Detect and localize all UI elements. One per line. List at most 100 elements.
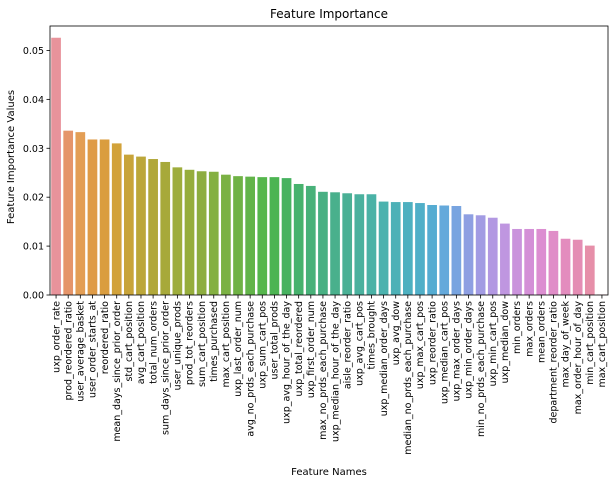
y-tick-label: 0.00 [23, 291, 44, 302]
bar-median-no-prds-each-purchase [403, 202, 413, 295]
x-tick-label: uxp_median_dow [500, 301, 511, 384]
y-tick-label: 0.04 [23, 95, 44, 106]
x-tick-label: user_total_prods [270, 301, 281, 380]
x-tick-label: avg_no_prds_each_purchase [245, 301, 256, 437]
x-tick-label: aisle_reorder_ratio [342, 301, 353, 389]
x-tick-label: total_num_orders [148, 301, 159, 384]
bar-avg-cart-position [136, 156, 146, 295]
x-tick-label: reordered_ratio [100, 301, 111, 374]
plot-frame [49, 25, 609, 296]
bar-uxp-avg-dow [390, 202, 401, 295]
bar-uxp-min-order-days [463, 214, 474, 295]
x-tick-label: avg_cart_position [136, 301, 147, 384]
x-tick-label: mean_days_since_prior_order [112, 301, 123, 442]
x-tick-label: median_no_prds_each_purchase [403, 301, 414, 455]
x-tick-label: uxp_sum_cart_pos [257, 301, 268, 389]
x-tick-label: max_order_hour_of_day [573, 301, 584, 415]
bar-uxp-last-order-num [233, 176, 243, 295]
bar-max-cart-position [221, 174, 231, 295]
x-tick-label: uxp_total_reordered [294, 301, 305, 396]
bar-avg-no-prds-each-purchase [245, 176, 255, 295]
x-tick-label: uxp_max_order_days [452, 301, 463, 401]
bar-sum-cart-position [196, 171, 207, 295]
bar-uxp-median-cart-pos [439, 205, 450, 295]
bar-uxp-first-order-num [305, 185, 316, 295]
bar-prod-tot-reorders [184, 169, 195, 295]
x-tick-label: mean_orders [536, 301, 547, 363]
bar-sum-days-since-prior-order [160, 161, 171, 295]
bar-mean-days-since-prior-order [111, 143, 122, 295]
x-tick-label: uxp_median_hour_of_the_day [330, 301, 341, 442]
bar-mean-orders [536, 228, 547, 295]
x-tick-label: uxp_min_cart_pos [488, 301, 499, 386]
bar-times-purchased [208, 171, 219, 295]
bar-total-num-orders [148, 159, 158, 295]
bar-uxp-median-hour-of-the-day [330, 192, 340, 295]
y-tick-label: 0.01 [23, 242, 44, 253]
bar-aisle-reorder-ratio [342, 193, 353, 295]
x-tick-label: prod_reordered_ratio [63, 301, 74, 401]
x-tick-label: user_order_starts_at [88, 301, 99, 398]
bar-user-total-prods [269, 177, 280, 295]
bar-max-day-of-week [560, 238, 571, 295]
x-tick-label: uxp_max_cart_pos [415, 301, 426, 389]
chart-title: Feature Importance [270, 7, 388, 21]
y-axis-label: Feature Importance Values [6, 90, 17, 224]
bar-min-cart-position [584, 245, 595, 295]
bar-uxp-sum-cart-pos [257, 177, 268, 295]
x-tick-label: uxp_last_order_num [233, 301, 244, 397]
bar-department-reorder-ratio [548, 230, 559, 295]
x-tick-label: user_unique_prods [173, 301, 184, 390]
bar-times-brought [366, 194, 377, 295]
bar-uxp-median-order-days [378, 201, 389, 295]
x-tick-label: max_cart_position [597, 301, 608, 388]
x-tick-label: max_no_prds_each_purchase [318, 301, 329, 440]
bar-min-orders [512, 228, 522, 295]
x-tick-label: uxp_avg_hour_of_the_day [282, 301, 293, 424]
x-tick-label: uxp_median_order_days [379, 301, 390, 416]
x-axis: uxp_order_rate prod_reordered_ratio user_a… [51, 295, 608, 455]
bar-user-unique-prods [172, 167, 183, 295]
bar-uxp-reorder-ratio [427, 205, 437, 295]
bar-uxp-max-cart-pos [415, 203, 425, 295]
bar-uxp-total-reordered [293, 183, 304, 295]
x-tick-label: uxp_order_rate [51, 301, 62, 373]
x-tick-label: uxp_median_cart_pos [439, 301, 450, 404]
bar-prod-reordered-ratio [63, 130, 74, 295]
bar-uxp-max-order-days [451, 205, 462, 295]
bar-max-orders [524, 228, 534, 295]
y-tick-label: 0.03 [23, 144, 44, 155]
x-tick-label: department_reorder_ratio [549, 301, 560, 424]
bar-user-order-starts-at [87, 139, 98, 295]
x-tick-label: max_orders [524, 301, 535, 357]
x-tick-label: sum_days_since_prior_order [160, 301, 171, 435]
bar-min-no-prds-each-purchase [475, 215, 486, 295]
x-tick-label: times_purchased [209, 301, 220, 382]
y-tick-label: 0.02 [23, 193, 44, 204]
x-tick-label: min_cart_position [585, 301, 596, 385]
bar-uxp-avg-cart-pos [354, 194, 365, 295]
x-tick-label: user_average_basket [76, 301, 87, 402]
x-tick-label: max_day_of_week [561, 301, 572, 388]
bar-uxp-order-rate [51, 37, 61, 296]
bars-group [51, 37, 607, 296]
bar-user-average-basket [75, 132, 86, 295]
x-tick-label: uxp_first_order_num [306, 301, 317, 398]
x-tick-label: max_cart_position [221, 301, 232, 388]
x-tick-label: min_no_prds_each_purchase [476, 301, 487, 437]
x-tick-label: uxp_avg_dow [391, 301, 402, 365]
bar-reordered-ratio [99, 139, 110, 295]
x-tick-label: std_cart_position [124, 301, 135, 382]
bar-max-order-hour-of-day [572, 239, 583, 295]
bar-uxp-median-dow [500, 223, 510, 295]
x-axis-label: Feature Names [291, 467, 367, 478]
x-tick-label: times_brought [367, 301, 378, 370]
y-tick-label: 0.05 [23, 46, 44, 57]
y-axis: 0.00 0.01 0.02 0.03 0.04 0.05 [23, 46, 50, 302]
bar-uxp-min-cart-pos [487, 217, 498, 295]
x-tick-label: min_orders [512, 301, 523, 354]
bar-uxp-avg-hour-of-the-day [281, 178, 292, 295]
x-tick-label: uxp_min_order_days [464, 301, 475, 399]
x-tick-label: uxp_avg_cart_pos [355, 301, 366, 386]
